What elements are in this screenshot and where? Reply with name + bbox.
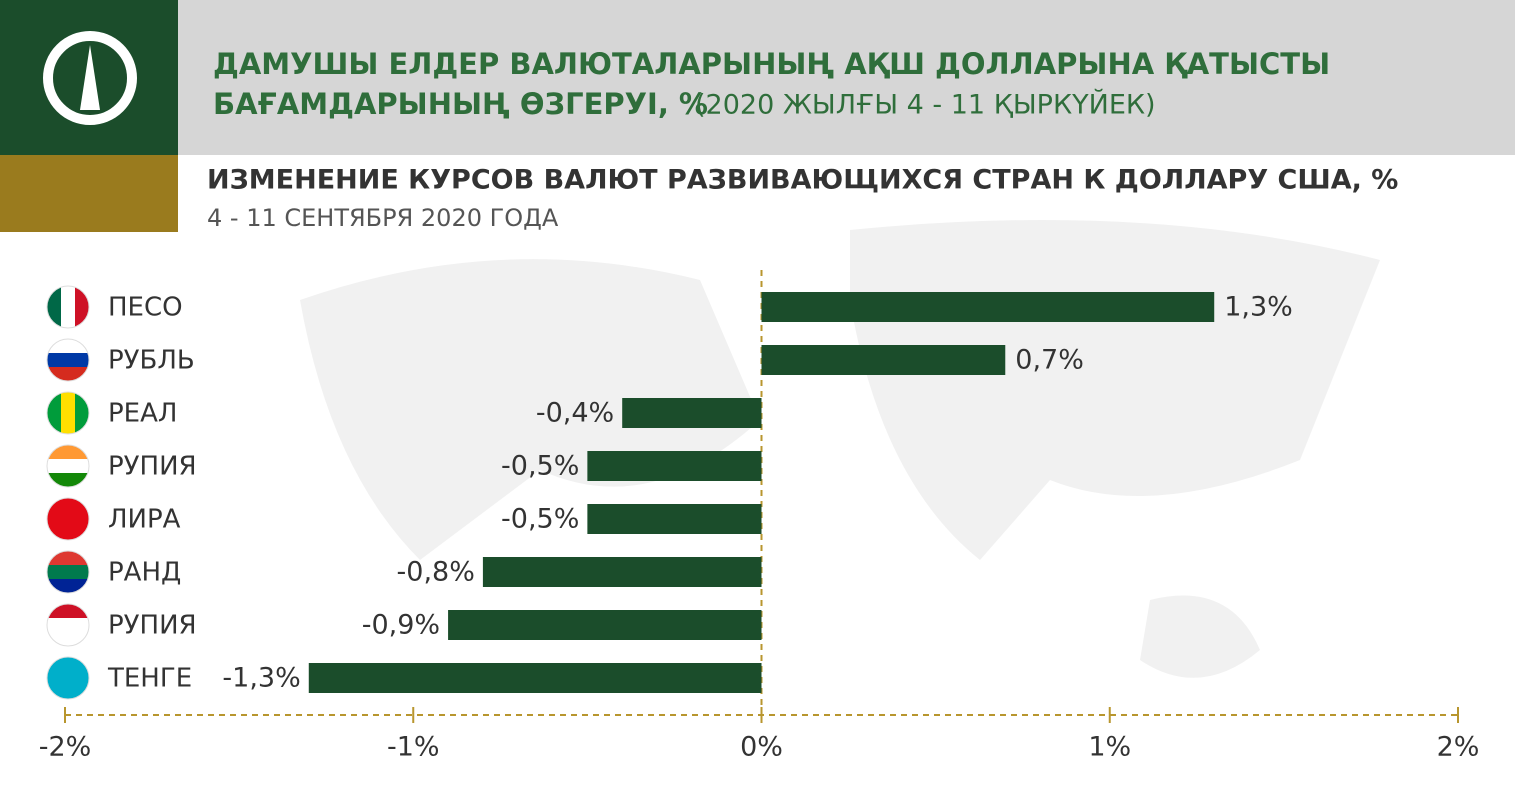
bar (761, 345, 1006, 375)
value-label: -0,5% (501, 451, 579, 482)
flag (47, 604, 89, 619)
chart-subtitle: 4 - 11 СЕНТЯБРЯ 2020 ГОДА (207, 204, 559, 232)
flag (47, 473, 89, 487)
value-label: 0,7% (1015, 345, 1084, 376)
y-tick-label: РУПИЯ (108, 611, 197, 641)
flag (47, 459, 89, 474)
flag (47, 551, 89, 566)
flag (47, 579, 89, 593)
value-label: -1,3% (222, 663, 300, 694)
x-tick-label: -2% (39, 732, 92, 763)
header-title: БАҒАМДАРЫНЫҢ ӨЗГЕРУІ, % (213, 87, 708, 121)
flag (47, 671, 89, 686)
y-tick-label: ЛИРА (108, 505, 181, 535)
flag-rim (46, 550, 90, 594)
logo-emblem (80, 45, 100, 110)
y-tick-label: ПЕСО (108, 293, 183, 323)
gold-block (0, 155, 178, 232)
flag-rim (46, 338, 90, 382)
value-label: -0,5% (501, 504, 579, 535)
value-label: -0,8% (397, 557, 475, 588)
bar (622, 398, 762, 428)
flag-rim (46, 444, 90, 488)
flag (47, 618, 89, 633)
flag (47, 685, 89, 699)
chart-title: ИЗМЕНЕНИЕ КУРСОВ ВАЛЮТ РАЗВИВАЮЩИХСЯ СТР… (207, 165, 1398, 196)
flag (47, 353, 89, 368)
y-tick-label: РЕАЛ (108, 399, 177, 429)
bar (587, 451, 762, 481)
header-band (178, 0, 1515, 155)
flag (47, 632, 89, 646)
bar (448, 610, 762, 640)
flag (47, 565, 89, 580)
flag (75, 392, 89, 434)
bar (587, 504, 762, 534)
y-tick-label: РАНД (108, 558, 181, 588)
flag-rim (46, 391, 90, 435)
flag (61, 286, 76, 328)
y-tick-label: РУПИЯ (108, 452, 197, 482)
x-tick-label: 0% (740, 732, 783, 763)
header-title: ДАМУШЫ ЕЛДЕР ВАЛЮТАЛАРЫНЫҢ АҚШ ДОЛЛАРЫНА… (213, 47, 1330, 81)
flag (47, 445, 89, 460)
x-tick-label: 2% (1437, 732, 1480, 763)
y-tick-label: РУБЛЬ (108, 346, 195, 376)
flag (47, 339, 89, 354)
x-tick-label: -1% (387, 732, 440, 763)
value-label: 1,3% (1224, 292, 1293, 323)
x-tick-label: 1% (1088, 732, 1131, 763)
flag (47, 367, 89, 381)
flag (47, 526, 89, 540)
y-tick-label: ТЕНГЕ (107, 664, 192, 694)
flag (75, 286, 89, 328)
flag (47, 286, 62, 328)
bar (308, 663, 762, 693)
header-period: (2020 ЖЫЛҒЫ 4 - 11 ҚЫРКҮЙЕК) (695, 89, 1156, 121)
flag-rim (46, 656, 90, 700)
flag (61, 392, 76, 434)
bar (761, 292, 1215, 322)
value-label: -0,4% (536, 398, 614, 429)
flag (47, 498, 89, 513)
flag (47, 392, 62, 434)
logo (43, 31, 137, 125)
flag-rim (46, 603, 90, 647)
flag (47, 657, 89, 672)
value-label: -0,9% (362, 610, 440, 641)
bar (482, 557, 762, 587)
flag (47, 512, 89, 527)
flag-rim (46, 285, 90, 329)
flag-rim (46, 497, 90, 541)
world-map (300, 220, 1380, 678)
